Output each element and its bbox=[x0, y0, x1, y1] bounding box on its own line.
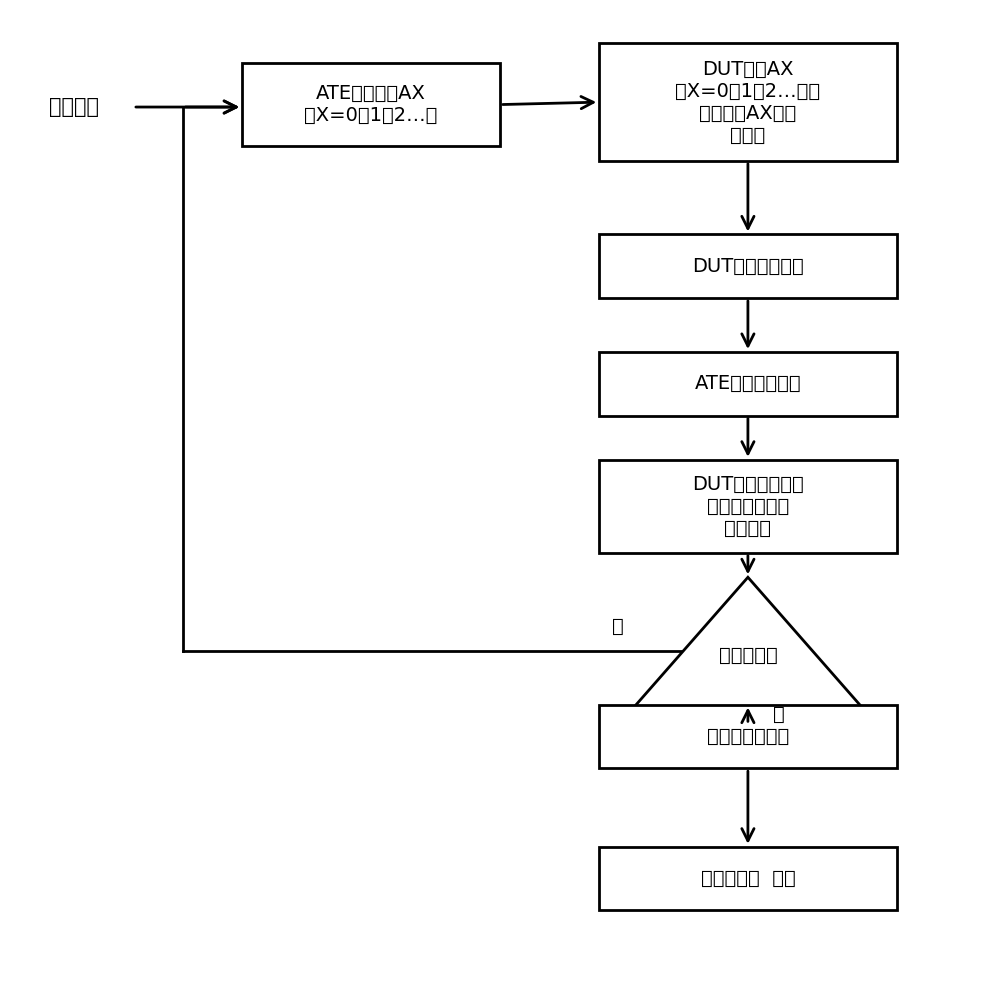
Text: ATE产生测试激励: ATE产生测试激励 bbox=[695, 374, 801, 393]
FancyBboxPatch shape bbox=[599, 234, 897, 298]
FancyBboxPatch shape bbox=[599, 459, 897, 552]
FancyBboxPatch shape bbox=[599, 352, 897, 416]
Polygon shape bbox=[619, 577, 877, 724]
FancyBboxPatch shape bbox=[242, 63, 500, 146]
FancyBboxPatch shape bbox=[599, 43, 897, 161]
Text: 数据格式化存储: 数据格式化存储 bbox=[707, 727, 789, 746]
Text: DUT接收AX
（X=0，1，2…），
进行当前AX的模
式配置: DUT接收AX （X=0，1，2…）， 进行当前AX的模 式配置 bbox=[675, 59, 820, 144]
Text: 否: 否 bbox=[773, 704, 784, 724]
Text: ATE指令输出AX
（X=0，1，2…）: ATE指令输出AX （X=0，1，2…） bbox=[304, 84, 438, 125]
Text: DUT发送同步信号: DUT发送同步信号 bbox=[692, 257, 804, 276]
Text: 测试项剩余: 测试项剩余 bbox=[719, 646, 777, 665]
Text: 触发信号: 触发信号 bbox=[49, 97, 99, 117]
FancyBboxPatch shape bbox=[599, 704, 897, 769]
Text: 数据分析，  成像: 数据分析， 成像 bbox=[701, 869, 795, 888]
Text: 是: 是 bbox=[612, 617, 624, 635]
Text: DUT返回当前激励
下的测试数据和
同步信号: DUT返回当前激励 下的测试数据和 同步信号 bbox=[692, 475, 804, 537]
FancyBboxPatch shape bbox=[599, 847, 897, 910]
